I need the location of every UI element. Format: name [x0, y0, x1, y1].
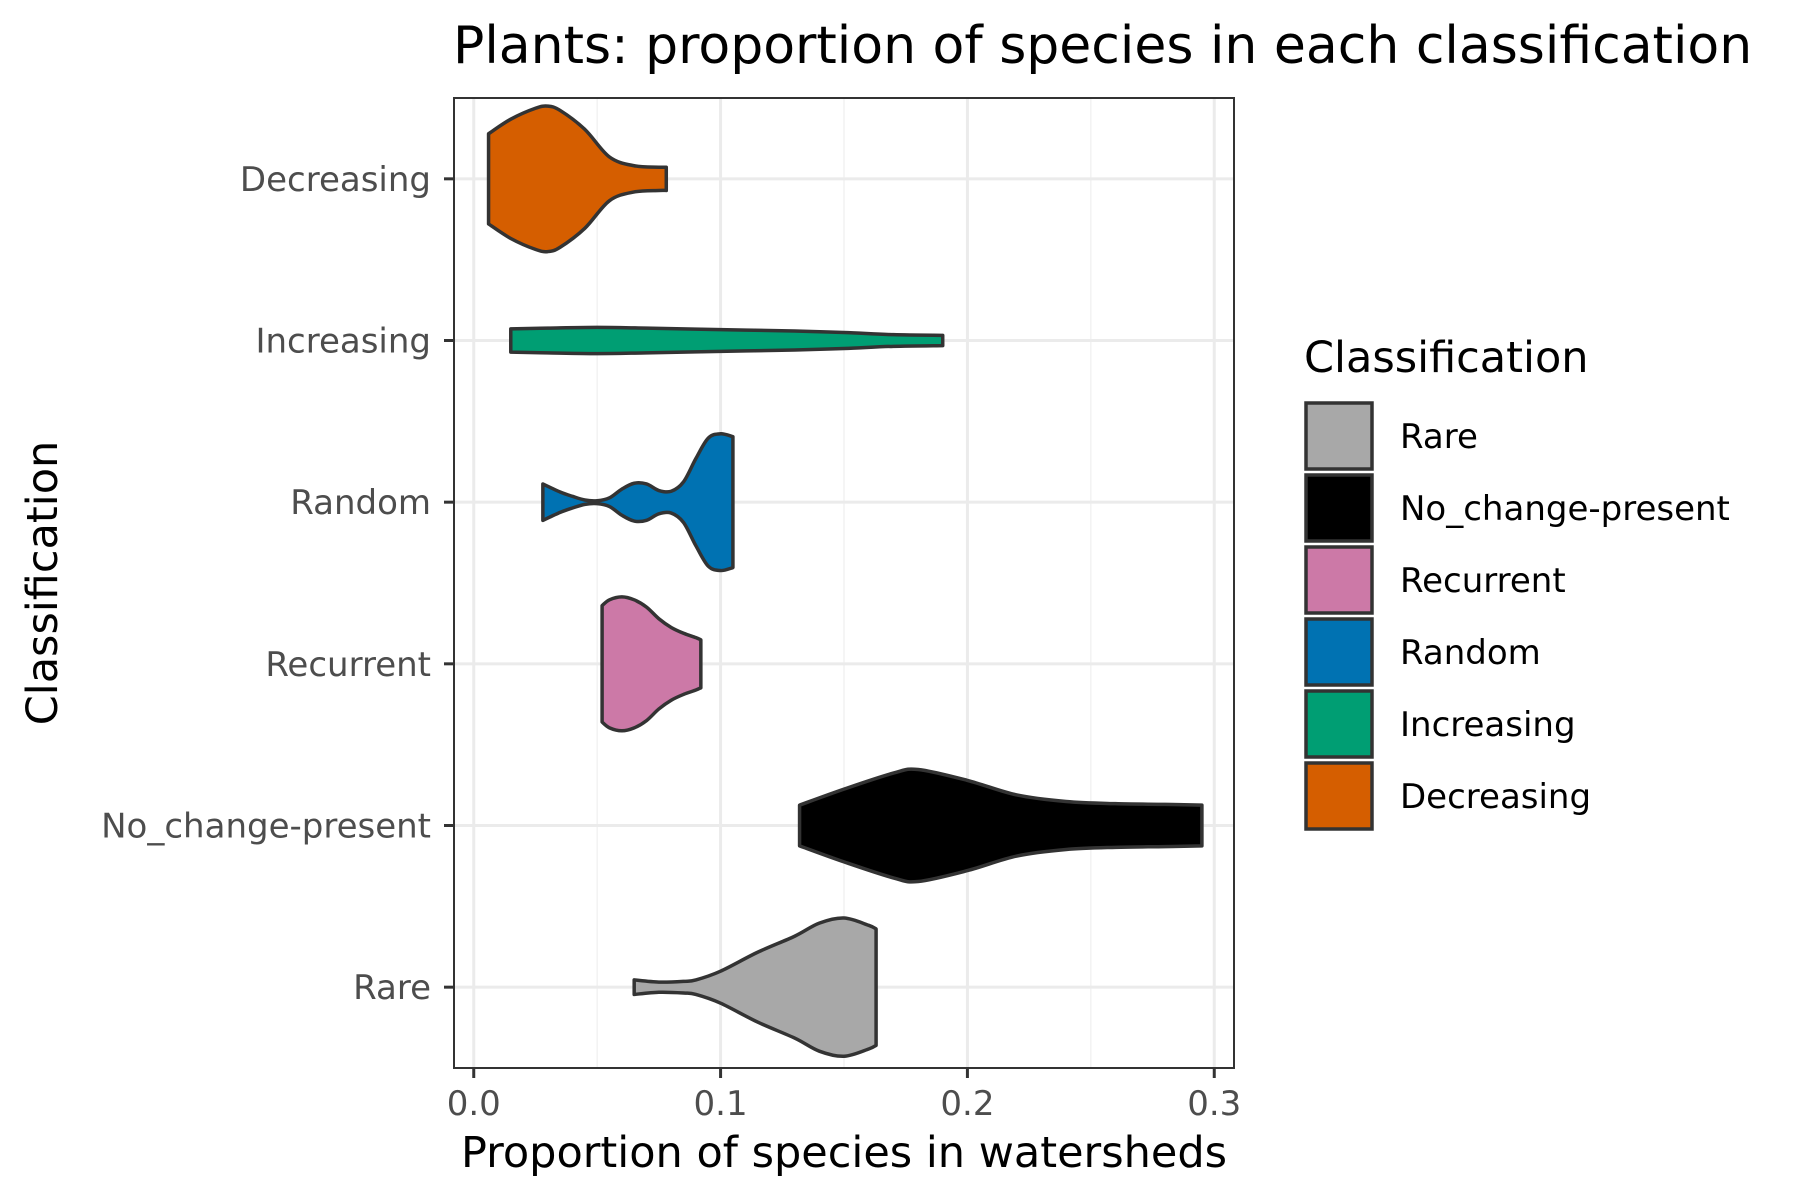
x-tick-label: 0.2	[940, 1084, 994, 1124]
y-tick-label: No_change-present	[101, 807, 431, 847]
legend-label: Rare	[1400, 417, 1478, 457]
violin-decreasing	[486, 104, 669, 254]
x-axis: 0.0 0.1 0.2 0.3	[447, 1068, 1241, 1124]
y-tick-label: Rare	[353, 968, 431, 1008]
y-tick-label: Random	[290, 483, 431, 523]
violin-random	[541, 432, 735, 573]
x-axis-title: Proportion of species in watersheds	[461, 1128, 1227, 1178]
legend-label: Increasing	[1400, 705, 1576, 745]
legend: Classification Rare No_change-present Recu…	[1304, 333, 1730, 831]
x-tick-label: 0.3	[1187, 1084, 1241, 1124]
violin-no-change-present	[797, 767, 1204, 884]
legend-label: Decreasing	[1400, 777, 1591, 817]
violin-recurrent	[600, 595, 703, 733]
legend-key-rare	[1304, 401, 1374, 471]
legend-items: Rare No_change-present Recurrent Random Incr…	[1304, 401, 1730, 831]
legend-label: Random	[1400, 633, 1541, 673]
chart-title: Plants: proportion of species in each cl…	[453, 16, 1752, 76]
violin-increasing	[509, 325, 945, 356]
x-tick-label: 0.0	[447, 1084, 501, 1124]
violin-rare	[632, 916, 878, 1059]
y-tick-label: Increasing	[255, 322, 431, 362]
y-axis-title: Classification	[18, 441, 68, 726]
legend-label: No_change-present	[1400, 489, 1730, 529]
grid-major	[454, 98, 1234, 1068]
legend-label: Recurrent	[1400, 561, 1566, 601]
y-axis: Rare No_change-present Recurrent Random Incr…	[101, 160, 454, 1008]
legend-key-increasing	[1304, 689, 1374, 759]
legend-key-random	[1304, 617, 1374, 687]
violins	[486, 104, 1204, 1059]
y-tick-label: Recurrent	[265, 645, 431, 685]
legend-title: Classification	[1304, 333, 1589, 383]
plot-border	[453, 97, 1235, 1069]
plot-area	[453, 97, 1235, 1069]
legend-key-no-change-present	[1304, 473, 1374, 543]
legend-key-decreasing	[1304, 761, 1374, 831]
y-tick-label: Decreasing	[240, 160, 431, 200]
legend-key-recurrent	[1304, 545, 1374, 615]
x-tick-label: 0.1	[694, 1084, 748, 1124]
grid-minor	[596, 98, 1092, 1068]
